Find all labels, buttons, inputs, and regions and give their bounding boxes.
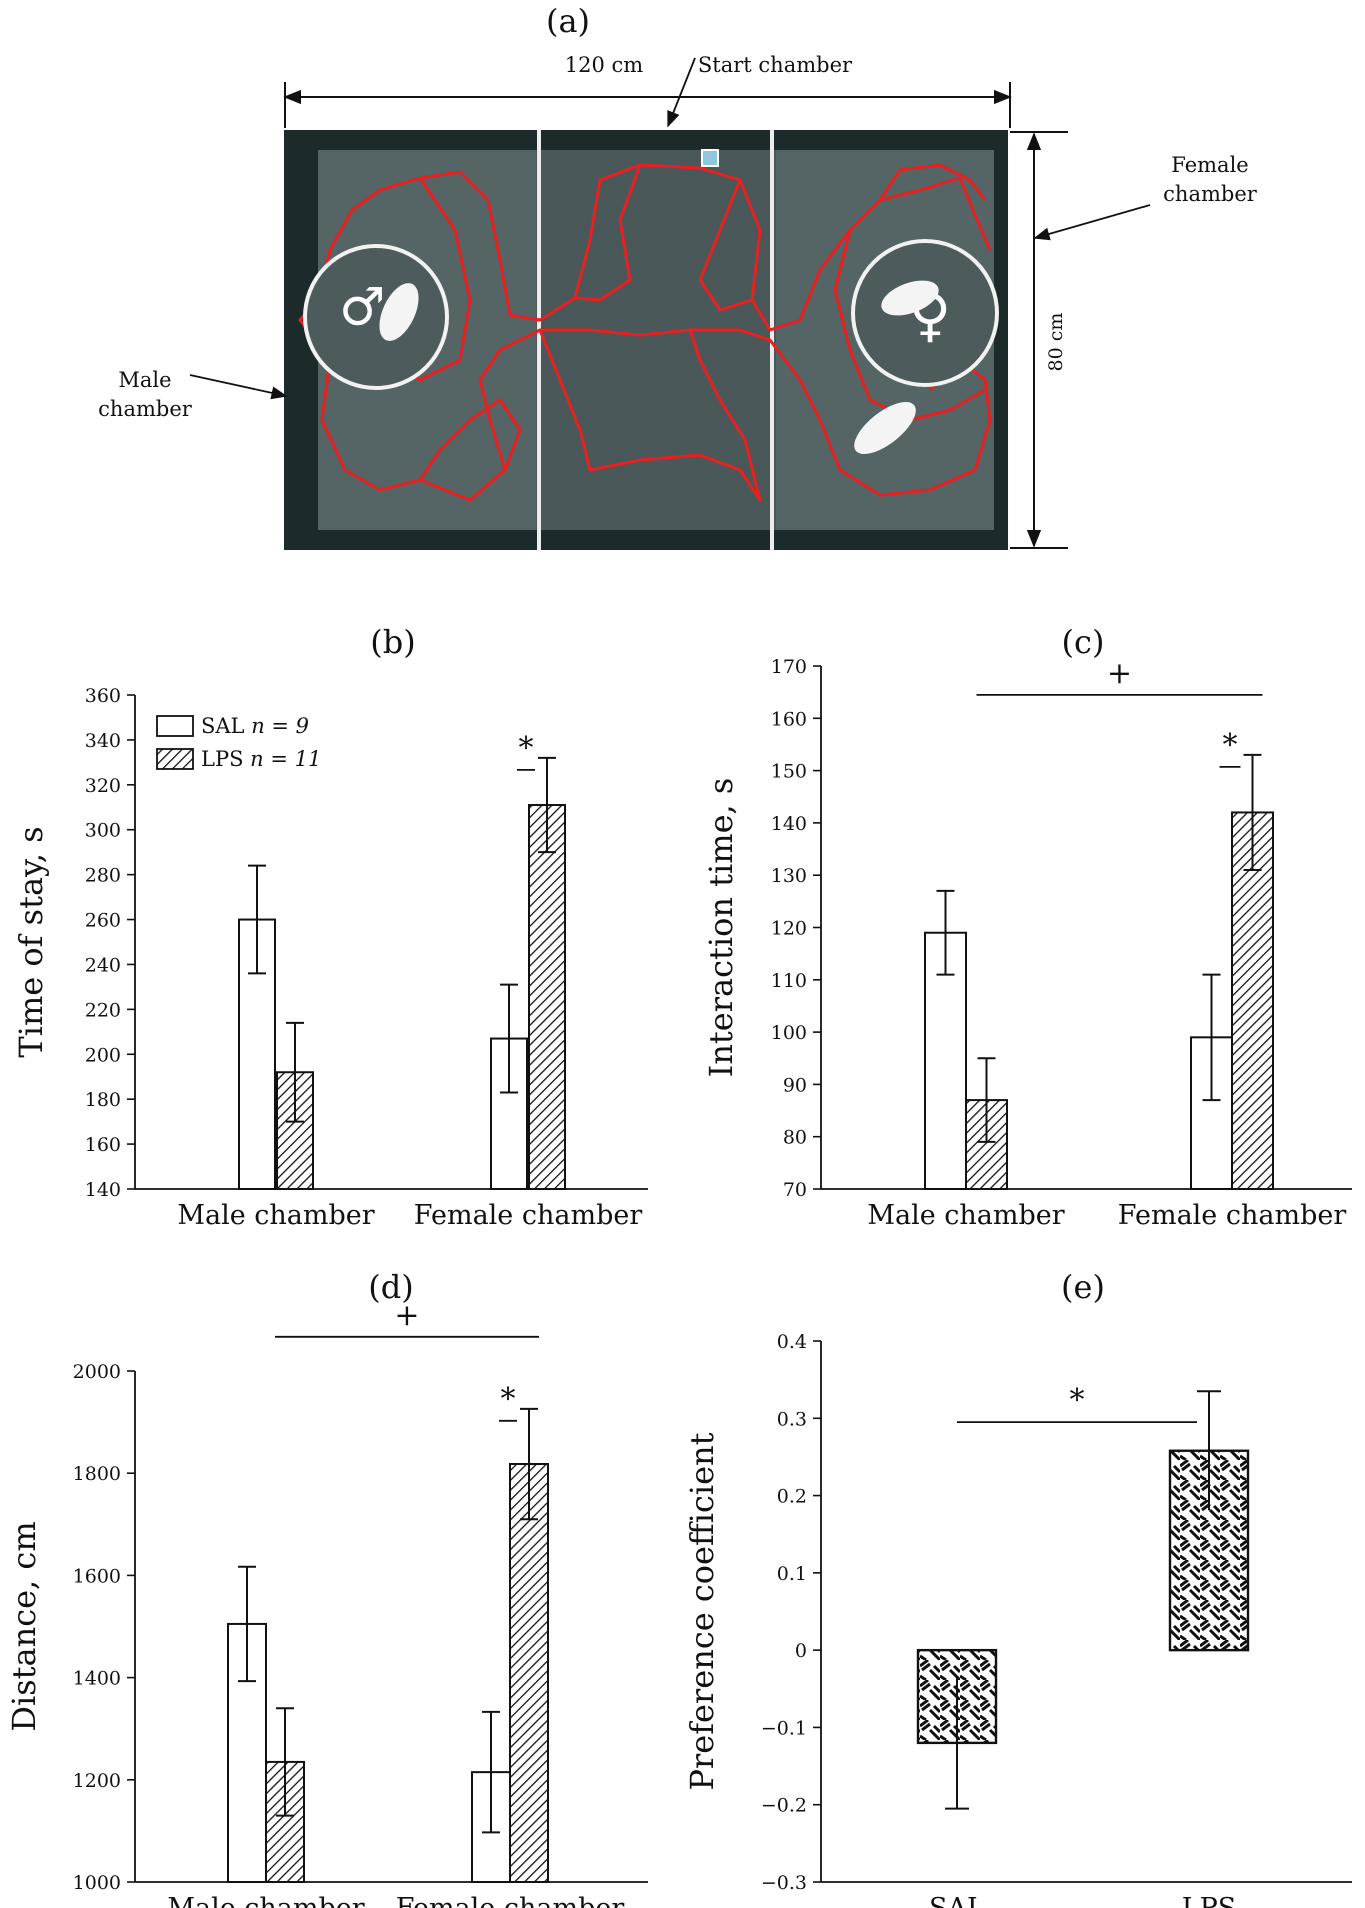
y-tick-label: −0.1 [761, 1717, 807, 1739]
y-tick-label: 2000 [73, 1361, 121, 1383]
width-dimension-label: 120 cm [565, 53, 644, 77]
y-axis-label: Preference coefficient [683, 1432, 721, 1790]
legend-swatch-lps [156, 748, 194, 770]
y-tick-label: 140 [85, 1179, 121, 1201]
legend-label-lps: LPS n = 11 [201, 747, 321, 771]
y-tick-label: 220 [85, 999, 121, 1021]
y-tick-label: 280 [85, 865, 121, 887]
camera-marker [701, 149, 719, 167]
y-tick-label: 90 [783, 1074, 807, 1096]
female-chamber-label-line2: chamber [1163, 182, 1258, 206]
bar-lps-1 [528, 804, 566, 1190]
y-tick-label: 200 [85, 1044, 121, 1066]
panel-c-interaction-time-chart: (c) 70 80 90 100 110 120 130 140 150 160 170 Interac… [702, 623, 1352, 1231]
panel-e-preference-coefficient-chart: (e) −0.3 −0.2 −0.1 0 0.1 0.2 0.3 0.4 Preference c… [683, 1268, 1352, 1908]
significance-plus-symbol: + [394, 1298, 419, 1333]
female-stimulus-cage [851, 239, 999, 387]
y-tick-label: 1400 [73, 1668, 121, 1690]
y-tick-label: 70 [783, 1179, 807, 1201]
y-tick-label: 1800 [73, 1463, 121, 1485]
y-tick-label: 160 [85, 1134, 121, 1156]
right-partition [770, 130, 774, 550]
x-category-label: Female chamber [1118, 1200, 1347, 1231]
significance-star-symbol: * [1070, 1383, 1085, 1418]
female-rat-icon [881, 280, 939, 316]
y-tick-label: 0.4 [777, 1331, 807, 1353]
y-axis-label: Distance, cm [5, 1521, 43, 1731]
y-tick-label: 240 [85, 954, 121, 976]
legend-group-name: SAL [201, 714, 251, 738]
y-tick-label: 300 [85, 820, 121, 842]
panel-a-arena-figure: (a) 120 cm Start chamber ♂ ♀ 80 cm [98, 2, 1258, 550]
y-tick-label: −0.3 [761, 1872, 807, 1894]
panel-c-label: (c) [1062, 623, 1105, 661]
y-tick-label: 1200 [73, 1770, 121, 1792]
legend-group-n: n = 9 [251, 714, 309, 738]
significance-star-symbol: * [1223, 728, 1238, 763]
male-rat-icon [379, 283, 419, 341]
y-tick-label: 260 [85, 910, 121, 932]
panel-a-label: (a) [546, 2, 590, 40]
y-tick-label: 320 [85, 775, 121, 797]
panel-e-label: (e) [1061, 1268, 1105, 1306]
y-tick-label: 0.2 [777, 1486, 807, 1508]
significance-star-symbol: * [501, 1382, 516, 1417]
start-chamber-pointer [667, 57, 696, 128]
y-tick-label: 160 [771, 708, 807, 730]
left-partition [537, 130, 541, 550]
y-tick-label: 140 [771, 813, 807, 835]
y-tick-label: −0.2 [761, 1795, 807, 1817]
y-tick-label: 80 [783, 1127, 807, 1149]
y-tick-label: 0.3 [777, 1408, 807, 1430]
x-category-label: Female chamber [396, 1893, 625, 1908]
legend-group-n: n = 11 [250, 747, 321, 771]
legend-label-sal: SAL n = 9 [201, 714, 309, 738]
y-tick-label: 1600 [73, 1565, 121, 1587]
x-category-label: Male chamber [867, 1200, 1064, 1231]
male-symbol-icon: ♂ [339, 278, 386, 338]
significance-star-symbol: * [519, 731, 534, 766]
y-tick-label: 0.1 [777, 1563, 807, 1585]
panel-d-distance-chart: (d) 1000 1200 1400 1600 1800 2000 Distance, cm M… [5, 1268, 648, 1908]
height-dimension-label: 80 cm [1045, 313, 1067, 372]
y-tick-label: 0 [795, 1640, 807, 1662]
start-chamber-label: Start chamber [698, 53, 853, 77]
y-tick-label: 130 [771, 865, 807, 887]
y-tick-label: 360 [85, 685, 121, 707]
y-axis-label: Interaction time, s [702, 778, 740, 1078]
x-category-label: Female chamber [414, 1200, 643, 1231]
y-tick-label: 120 [771, 918, 807, 940]
y-tick-label: 170 [771, 656, 807, 678]
panel-b-label: (b) [370, 623, 415, 661]
legend-group-name: LPS [201, 747, 250, 771]
bar-lps-1 [509, 1463, 549, 1883]
x-category-label: Male chamber [167, 1893, 364, 1908]
x-category-label: Male chamber [177, 1200, 374, 1231]
y-tick-label: 1000 [73, 1872, 121, 1894]
male-stimulus-cage [303, 244, 449, 390]
male-chamber-label-line2: chamber [98, 397, 193, 421]
legend-swatch-sal [156, 715, 194, 737]
male-chamber-label-line1: Male [118, 368, 171, 392]
test-rat-icon [854, 401, 916, 455]
y-tick-label: 150 [771, 761, 807, 783]
y-tick-label: 100 [771, 1022, 807, 1044]
panel-d-label: (d) [368, 1268, 413, 1306]
y-tick-label: 340 [85, 730, 121, 752]
panel-b-time-of-stay-chart: (b) 140 160 180 200 220 240 260 280 300 320 340 360 T… [12, 623, 648, 1231]
male-chamber-pointer [189, 374, 288, 400]
female-chamber-label-line1: Female [1171, 153, 1248, 177]
significance-plus-symbol: + [1107, 656, 1132, 691]
y-tick-label: 180 [85, 1089, 121, 1111]
x-category-label: LPS [1182, 1893, 1237, 1908]
y-axis-label: Time of stay, s [12, 826, 50, 1057]
x-category-label: SAL [929, 1893, 985, 1908]
female-chamber-pointer [1033, 204, 1151, 241]
y-tick-label: 110 [771, 970, 807, 992]
